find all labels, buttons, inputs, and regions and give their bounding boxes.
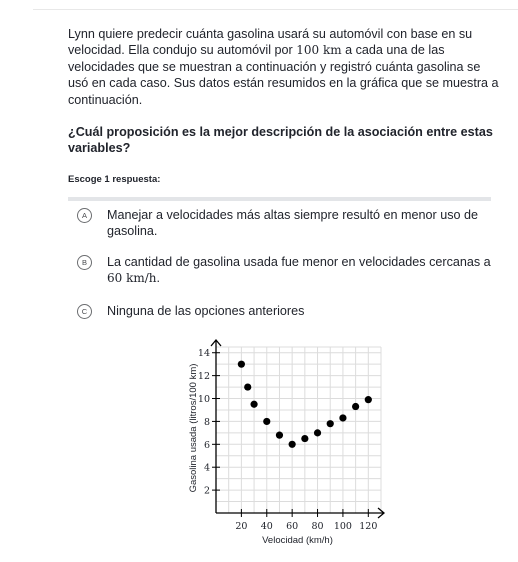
choice-b-math: 60 km/h [107,271,157,286]
y-tick-label: 10 [198,394,210,405]
y-axis-title: Gasolina usada (litros/100 km) [188,364,199,493]
choice-a-radio[interactable]: A [77,208,92,223]
data-point [301,434,309,443]
y-tick-label: 6 [204,440,210,451]
x-axis-title: Velocidad (km/h) [262,535,333,546]
choice-c[interactable]: C Ninguna de las opciones anteriores [77,303,507,319]
choice-c-label: Ninguna de las opciones anteriores [107,304,305,318]
y-tick-label: 12 [198,371,210,382]
data-point [244,383,252,391]
data-point [326,420,334,428]
data-point [275,431,284,439]
data-point [237,360,245,368]
choice-b[interactable]: B La cantidad de gasolina usada fue meno… [77,254,507,287]
x-tick-label: 100 [334,521,352,532]
choice-b-label: La cantidad de gasolina usada fue menor … [107,255,491,286]
choice-a-label: Manejar a velocidades más altas siempre … [107,208,479,239]
choice-b-radio[interactable]: B [77,255,92,270]
y-tick-label: 14 [198,348,210,359]
data-point [352,402,360,411]
y-tick-label: 4 [204,463,210,474]
data-point [288,440,296,448]
y-axis-arrow [210,338,222,347]
x-tick-label: 80 [311,521,323,532]
data-point [250,400,258,408]
choices-divider [68,197,491,201]
x-tick-label: 20 [235,521,247,532]
data-point [313,429,322,437]
data-point [364,396,372,404]
data-point [263,417,271,426]
data-point [339,414,347,422]
x-tick-label: 120 [359,521,377,532]
answer-instruction: Escoge 1 respuesta: [68,174,161,185]
question-text: Lynn quiere predecir cuánta gasolina usa… [68,27,499,107]
question-prompt: ¿Cuál proposición es la mejor descripció… [68,125,493,156]
distance-math: 100 km [296,43,342,58]
x-axis-arrow [377,507,386,519]
choice-c-radio[interactable]: C [77,304,92,319]
x-tick-label: 60 [286,521,298,532]
y-tick-label: 8 [204,417,210,428]
y-tick-label: 2 [204,486,210,497]
choice-a[interactable]: A Manejar a velocidades más altas siempr… [77,207,507,240]
top-divider [33,9,518,10]
x-tick-label: 40 [261,521,273,532]
